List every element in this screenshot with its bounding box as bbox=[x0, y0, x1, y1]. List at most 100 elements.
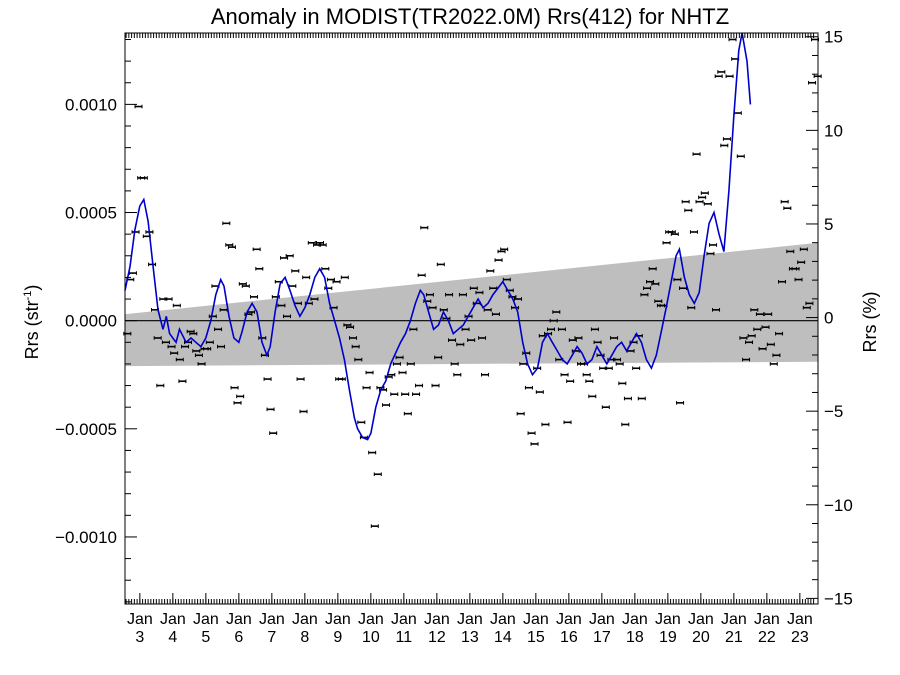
data-point bbox=[252, 247, 261, 252]
data-point bbox=[552, 310, 561, 314]
data-point bbox=[530, 442, 539, 446]
data-point bbox=[568, 338, 577, 342]
data-point bbox=[349, 336, 358, 340]
data-point bbox=[527, 431, 536, 435]
data-point bbox=[436, 262, 445, 267]
data-point bbox=[250, 295, 259, 299]
y2-tick-label: 5 bbox=[824, 215, 833, 234]
y2-tick-label: 0 bbox=[824, 309, 833, 328]
y2-tick-label: −15 bbox=[824, 589, 853, 608]
y-tick-label: −0.0005 bbox=[55, 420, 117, 439]
data-point bbox=[401, 392, 410, 397]
data-point bbox=[217, 344, 226, 349]
data-point bbox=[283, 314, 292, 319]
data-point bbox=[761, 325, 770, 329]
data-point bbox=[805, 301, 814, 306]
x-tick-year: 6 bbox=[234, 629, 243, 646]
data-point bbox=[524, 385, 533, 390]
x-tick-month: Jan bbox=[622, 611, 648, 628]
data-point bbox=[428, 305, 437, 310]
data-point bbox=[167, 344, 176, 349]
data-point bbox=[225, 243, 234, 247]
data-point bbox=[192, 349, 201, 353]
data-point bbox=[745, 340, 754, 345]
data-point bbox=[700, 191, 709, 195]
data-point bbox=[131, 230, 140, 234]
x-tick-month: Jan bbox=[424, 611, 450, 628]
data-point bbox=[296, 377, 305, 381]
data-point bbox=[766, 342, 775, 347]
data-point bbox=[494, 258, 503, 262]
data-point bbox=[811, 37, 820, 42]
data-point bbox=[739, 336, 748, 340]
trend-band-area bbox=[125, 242, 818, 367]
data-point bbox=[478, 336, 487, 340]
data-point bbox=[139, 176, 148, 180]
data-point bbox=[288, 284, 297, 288]
data-point bbox=[643, 286, 652, 291]
data-point bbox=[337, 377, 346, 381]
data-point bbox=[318, 243, 327, 247]
data-point bbox=[431, 383, 440, 388]
data-point bbox=[709, 243, 718, 247]
data-point bbox=[535, 390, 544, 394]
data-point bbox=[197, 362, 206, 366]
data-point bbox=[511, 305, 520, 310]
data-point bbox=[769, 362, 778, 366]
data-point bbox=[161, 340, 170, 345]
data-point bbox=[269, 431, 278, 435]
x-tick-month: Jan bbox=[358, 611, 384, 628]
data-point bbox=[596, 353, 605, 358]
data-point bbox=[632, 366, 641, 371]
data-point bbox=[395, 355, 404, 360]
data-point bbox=[502, 277, 511, 282]
data-point bbox=[445, 292, 454, 297]
data-point bbox=[613, 357, 622, 362]
data-point bbox=[514, 297, 523, 301]
data-point bbox=[640, 292, 649, 297]
data-point bbox=[354, 357, 363, 362]
x-tick-year: 17 bbox=[593, 629, 611, 646]
data-point bbox=[326, 277, 335, 282]
data-point bbox=[398, 370, 407, 375]
data-point bbox=[475, 290, 484, 295]
data-point bbox=[310, 297, 319, 301]
data-point bbox=[786, 249, 795, 254]
y-axis-right: 15 10 5 0 −5 −10 −15 bbox=[806, 28, 853, 608]
data-point bbox=[755, 312, 764, 316]
y2-tick-label: 15 bbox=[824, 28, 843, 47]
x-tick-year: 23 bbox=[791, 629, 809, 646]
data-point bbox=[681, 199, 690, 204]
data-point bbox=[194, 353, 203, 358]
x-tick-year: 16 bbox=[560, 629, 578, 646]
data-point bbox=[343, 323, 352, 327]
data-point bbox=[170, 351, 179, 355]
data-point bbox=[481, 372, 490, 377]
data-point bbox=[500, 247, 509, 252]
y-tick-label: 0.0000 bbox=[65, 312, 117, 331]
data-point bbox=[368, 450, 377, 455]
data-point bbox=[563, 420, 572, 425]
data-point bbox=[662, 240, 671, 245]
x-tick-month: Jan bbox=[490, 611, 516, 628]
x-tick-month: Jan bbox=[292, 611, 318, 628]
data-point bbox=[582, 372, 591, 377]
data-point bbox=[450, 362, 459, 366]
x-tick-year: 3 bbox=[135, 629, 144, 646]
data-point bbox=[733, 111, 742, 115]
x-tick-month: Jan bbox=[160, 611, 186, 628]
data-point bbox=[775, 331, 784, 336]
y-tick-label: 0.0005 bbox=[65, 204, 117, 223]
data-point bbox=[637, 396, 646, 401]
data-point bbox=[456, 342, 465, 347]
data-point bbox=[522, 351, 531, 355]
data-point bbox=[156, 383, 165, 388]
data-point bbox=[714, 74, 723, 79]
x-tick-year: 4 bbox=[168, 629, 177, 646]
data-point bbox=[467, 338, 476, 342]
y2-tick-label: 10 bbox=[824, 121, 843, 140]
data-point bbox=[648, 266, 657, 271]
data-point bbox=[302, 275, 311, 280]
smoothed-series bbox=[124, 32, 752, 441]
